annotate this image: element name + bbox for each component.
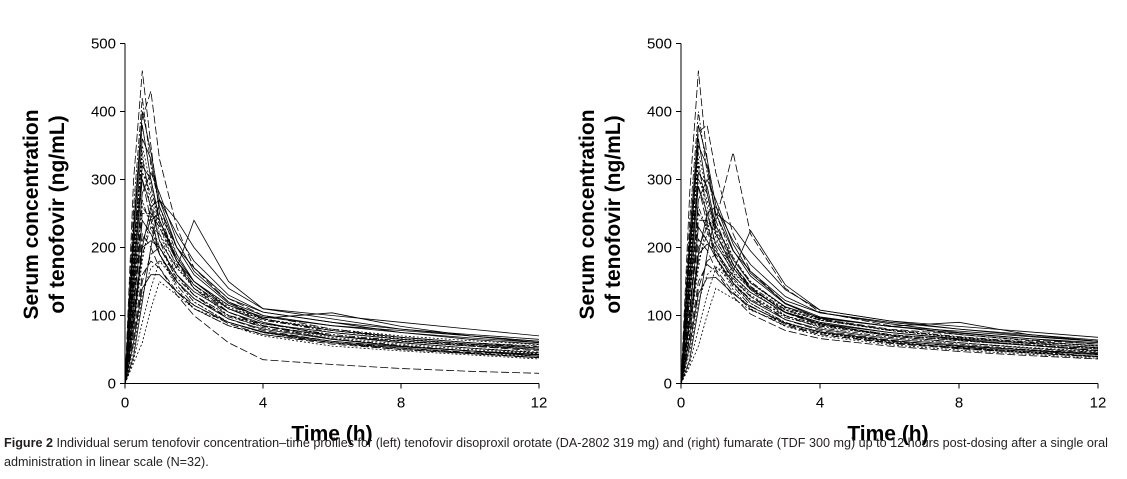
left-series-line-9: [124, 159, 540, 384]
left-x-ticks: 0 4 8 12: [121, 383, 548, 412]
left-series-line-29: [124, 232, 540, 384]
right-series-line-16: [680, 225, 1099, 384]
right-x-ticks: 0 4 8 12: [677, 383, 1107, 412]
left-chart: 0 100 200 300 400 500 0 4 8 12 Serum concentrati…: [20, 36, 547, 446]
right-series-line-20: [680, 263, 1099, 384]
figure-caption-text: Individual serum tenofovir concentration…: [4, 436, 1108, 469]
left-series-line-20: [124, 260, 540, 384]
right-series-line-28: [680, 219, 1099, 384]
right-series-line-29: [680, 238, 1099, 384]
left-series-line-27: [124, 111, 540, 384]
left-series-line-3: [124, 172, 540, 384]
left-series-line-21: [124, 205, 540, 384]
right-series-line-18: [680, 159, 1099, 384]
right-y-ticks: 0 100 200 300 400 500: [647, 36, 681, 393]
right-series-line-13: [680, 124, 1099, 384]
left-y-tick-label: 0: [108, 376, 116, 393]
right-series-line-7: [680, 152, 1099, 384]
left-y-tick-label: 500: [91, 36, 116, 53]
right-series-line-14: [680, 178, 1099, 384]
left-y-tick-label: 300: [91, 172, 116, 189]
right-x-tick-label: 4: [816, 395, 824, 412]
left-y-tick-label: 200: [91, 240, 116, 257]
right-y-axis-title-line2: of tenofovir (ng/mL): [602, 115, 625, 313]
left-x-tick-label: 12: [531, 395, 548, 412]
right-series-line-4: [680, 111, 1099, 384]
left-series-line-28: [124, 212, 540, 384]
right-chart: 0 100 200 300 400 500 0 4 8 12 Serum concentrati…: [576, 36, 1106, 446]
left-y-axis-title-line2: of tenofovir (ng/mL): [46, 115, 69, 313]
right-series-line-27: [680, 125, 1099, 384]
right-y-tick-label: 300: [647, 172, 672, 189]
left-y-axis-title-line1: Serum concentration: [20, 109, 43, 319]
right-plot-lines: [680, 70, 1099, 384]
right-series-line-9: [680, 165, 1099, 384]
right-series-line-26: [680, 206, 1099, 384]
right-y-tick-label: 100: [647, 308, 672, 325]
left-series-line-7: [124, 145, 540, 384]
left-series-line-11: [124, 179, 540, 384]
left-series-line-32: [124, 260, 540, 384]
left-series-line-19: [124, 138, 540, 384]
left-x-axis-title: Time (h): [291, 423, 372, 446]
right-series-line-19: [680, 145, 1099, 384]
left-series-line-25: [124, 240, 540, 384]
right-y-tick-label: 400: [647, 104, 672, 121]
left-series-line-10: [124, 213, 540, 384]
right-x-tick-label: 12: [1090, 395, 1107, 412]
right-y-axis-title-line1: Serum concentration: [576, 109, 599, 319]
left-x-tick-label: 0: [121, 395, 129, 412]
left-plot-lines: [124, 70, 540, 384]
left-series-line-4: [124, 97, 540, 384]
right-x-tick-label: 0: [677, 395, 685, 412]
right-series-line-17: [680, 253, 1099, 384]
left-x-tick-label: 4: [259, 395, 267, 412]
figure-label: Figure 2: [4, 436, 53, 450]
right-y-tick-label: 0: [664, 376, 672, 393]
right-series-line-11: [680, 186, 1099, 384]
right-series-line-32: [680, 267, 1099, 384]
left-series-line-12: [124, 280, 540, 384]
left-y-ticks: 0 100 200 300 400 500: [91, 36, 125, 393]
right-series-line-30: [680, 276, 1099, 384]
right-series-line-25: [680, 243, 1099, 384]
left-series-line-30: [124, 274, 540, 384]
right-series-line-22: [680, 171, 1099, 384]
right-series-line-6: [680, 152, 1099, 384]
left-series-line-24: [124, 179, 540, 384]
figure-caption: Figure 2 Individual serum tenofovir conc…: [4, 434, 1124, 472]
right-x-tick-label: 8: [955, 395, 963, 412]
right-series-line-12: [680, 287, 1099, 384]
left-series-line-31: [124, 171, 540, 384]
left-x-tick-label: 8: [397, 395, 405, 412]
right-y-tick-label: 500: [647, 36, 672, 53]
right-series-line-15: [680, 233, 1099, 384]
left-y-tick-label: 400: [91, 104, 116, 121]
right-y-tick-label: 200: [647, 240, 672, 257]
right-series-line-24: [680, 186, 1099, 384]
right-series-line-21: [680, 212, 1099, 384]
right-series-line-23: [680, 265, 1099, 384]
left-series-line-14: [124, 171, 540, 384]
right-series-line-31: [680, 178, 1099, 384]
left-y-tick-label: 100: [91, 308, 116, 325]
left-series-line-26: [124, 199, 540, 384]
right-x-axis-title: Time (h): [847, 423, 928, 446]
